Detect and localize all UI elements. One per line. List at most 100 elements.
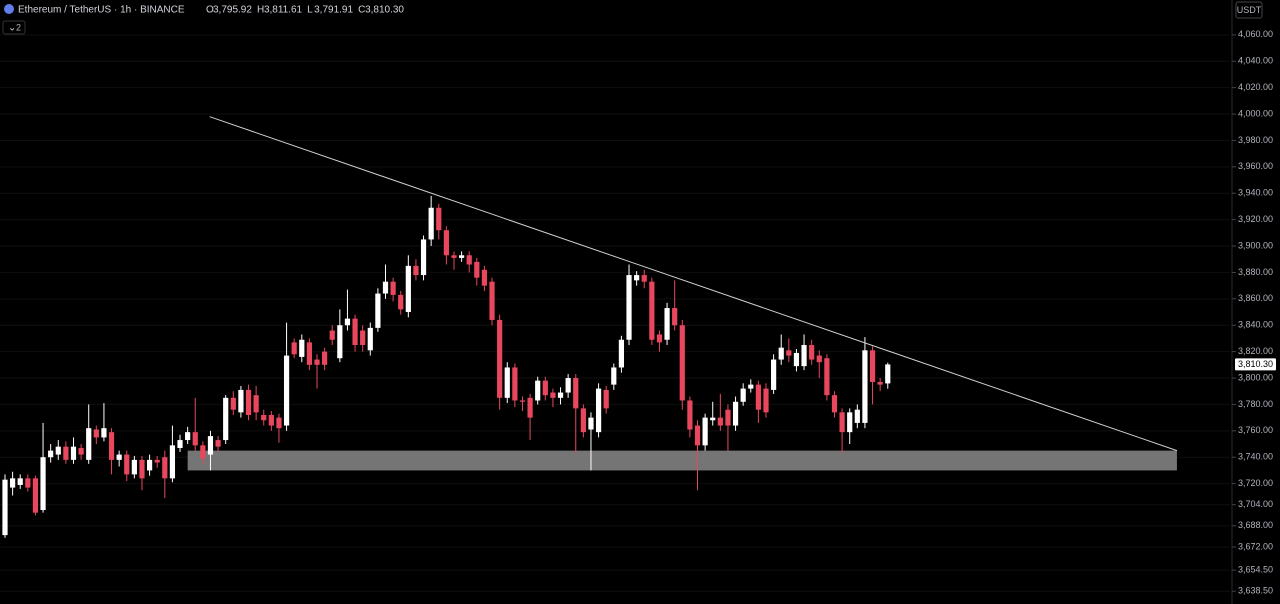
currency-label: USDT	[1237, 5, 1262, 15]
candle-body	[48, 450, 54, 458]
ohlc-value: 3,791.91	[314, 5, 353, 16]
candle-body	[108, 432, 115, 460]
eth-icon	[4, 4, 14, 14]
candle-body	[329, 330, 335, 340]
candle-body	[717, 417, 723, 426]
candle-body	[169, 445, 176, 479]
candle-body	[595, 388, 602, 433]
ohlc-key: H	[257, 5, 264, 16]
y-tick-label: 3,820.00	[1238, 346, 1273, 356]
ohlc-key: C	[358, 5, 365, 16]
legend-toggle[interactable]	[2, 20, 26, 35]
candle-body	[535, 380, 541, 401]
candle-body	[672, 308, 678, 326]
chevron: ⌄	[8, 23, 16, 34]
candle-body	[816, 355, 822, 363]
candle-body	[405, 265, 411, 313]
candle-body	[831, 395, 838, 413]
candle-body	[793, 352, 800, 367]
candle-body	[382, 281, 389, 294]
candle-body	[314, 359, 320, 365]
last-price-tag	[1235, 358, 1276, 371]
candle-body	[116, 454, 122, 460]
ohlc-key: L	[307, 5, 313, 16]
candle-body	[276, 417, 282, 429]
candle-body	[398, 294, 404, 310]
candle-body	[101, 428, 107, 438]
candle-body	[748, 384, 754, 389]
candle-body	[375, 293, 381, 328]
candle-body	[557, 392, 564, 398]
candle-body	[702, 417, 708, 446]
candle-body	[778, 347, 784, 360]
last-price-label: 3,810.30	[1238, 359, 1273, 369]
candle-body	[283, 355, 290, 426]
candle-body	[611, 367, 617, 385]
y-tick-label: 3,760.00	[1238, 425, 1273, 435]
y-tick-label: 3,638.50	[1238, 586, 1273, 596]
candle-body	[550, 392, 556, 398]
y-tick-label: 3,720.00	[1238, 478, 1273, 488]
candle-body	[618, 339, 625, 368]
candle-body	[573, 378, 579, 409]
y-tick-label: 3,860.00	[1238, 293, 1273, 303]
candle-body	[489, 281, 495, 320]
candle-body	[443, 230, 449, 256]
candle-body	[268, 414, 274, 426]
candle-body	[732, 401, 739, 426]
candle-body	[344, 318, 351, 326]
candle-body	[124, 454, 130, 475]
y-tick-label: 3,688.00	[1238, 520, 1273, 530]
candle-body	[2, 479, 8, 536]
candle-body	[32, 478, 39, 513]
candle-body	[474, 261, 480, 278]
support-zone	[187, 450, 1177, 471]
candle-body	[322, 351, 328, 365]
legend-toggle-count: 2	[16, 22, 21, 32]
candle-body	[230, 397, 236, 410]
candle-body	[299, 339, 305, 357]
candle-body	[809, 345, 815, 360]
candle-body	[200, 445, 206, 459]
candle-body	[17, 478, 23, 485]
candle-body	[801, 345, 807, 367]
candle-body	[162, 457, 168, 479]
currency-button[interactable]	[1235, 1, 1263, 19]
candle-body	[687, 400, 693, 430]
y-tick-label: 3,654.50	[1238, 564, 1273, 574]
ohlc-value: 3,811.61	[264, 5, 303, 16]
ohlc-key: O	[206, 5, 214, 16]
candle-body	[146, 459, 153, 471]
candle-body	[55, 446, 61, 455]
candle-body	[78, 447, 84, 455]
candle-body	[63, 446, 69, 460]
symbol-title: Ethereum / TetherUS · 1h · BINANCE	[18, 5, 185, 16]
candle-body	[710, 417, 716, 421]
candle-body	[337, 325, 343, 359]
candle-body	[238, 389, 244, 413]
y-tick-label: 3,960.00	[1238, 161, 1273, 171]
candle-body	[649, 281, 655, 340]
y-tick-label: 3,704.00	[1238, 499, 1273, 509]
ohlc-legend: O 3,795.92 H 3,811.61 L 3,791.91 C 3,810.30	[206, 5, 404, 16]
price-axis: 4,060.00 4,040.00 4,020.00 4,000.00 3,980.00…	[1232, 29, 1276, 596]
candle-body	[869, 350, 876, 382]
candle-body	[261, 414, 267, 421]
candle-body	[10, 478, 16, 488]
candle-body	[740, 388, 746, 402]
candle-body	[192, 432, 198, 446]
y-tick-label: 3,672.00	[1238, 541, 1273, 551]
y-tick-label: 3,980.00	[1238, 135, 1273, 145]
candle-body	[634, 275, 640, 281]
candle-body	[86, 428, 92, 460]
candle-body	[245, 389, 252, 415]
candle-body	[497, 319, 503, 398]
candle-body	[603, 389, 609, 409]
candle-body	[390, 281, 396, 295]
y-tick-label: 4,060.00	[1238, 29, 1273, 39]
candle-body	[291, 342, 297, 355]
plot	[2, 116, 1178, 538]
candle-body	[862, 350, 868, 423]
candle-body	[207, 436, 214, 455]
